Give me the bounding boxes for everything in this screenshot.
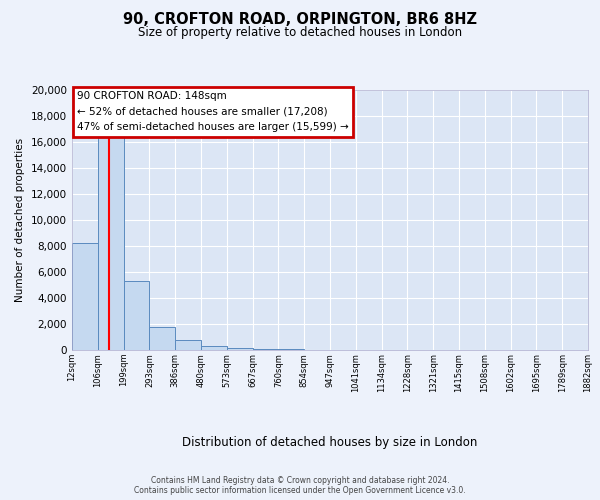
Text: Contains HM Land Registry data © Crown copyright and database right 2024.: Contains HM Land Registry data © Crown c… <box>151 476 449 485</box>
Text: Distribution of detached houses by size in London: Distribution of detached houses by size … <box>182 436 478 449</box>
Bar <box>175 340 201 350</box>
Text: Size of property relative to detached houses in London: Size of property relative to detached ho… <box>138 26 462 39</box>
Bar <box>98 134 124 350</box>
Bar <box>227 348 253 350</box>
Text: Contains public sector information licensed under the Open Government Licence v3: Contains public sector information licen… <box>134 486 466 495</box>
Bar <box>124 281 149 350</box>
Bar <box>72 244 98 350</box>
Y-axis label: Number of detached properties: Number of detached properties <box>16 138 25 302</box>
Text: 90 CROFTON ROAD: 148sqm
← 52% of detached houses are smaller (17,208)
47% of sem: 90 CROFTON ROAD: 148sqm ← 52% of detache… <box>77 92 349 132</box>
Bar <box>253 348 278 350</box>
Text: 90, CROFTON ROAD, ORPINGTON, BR6 8HZ: 90, CROFTON ROAD, ORPINGTON, BR6 8HZ <box>123 12 477 28</box>
Bar <box>278 349 304 350</box>
Bar <box>201 346 227 350</box>
Bar <box>149 326 175 350</box>
